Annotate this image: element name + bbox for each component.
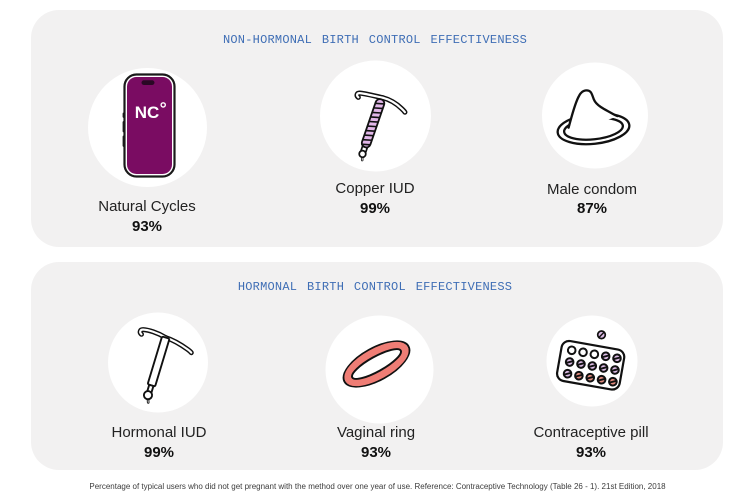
svg-text:NC: NC — [135, 103, 160, 122]
